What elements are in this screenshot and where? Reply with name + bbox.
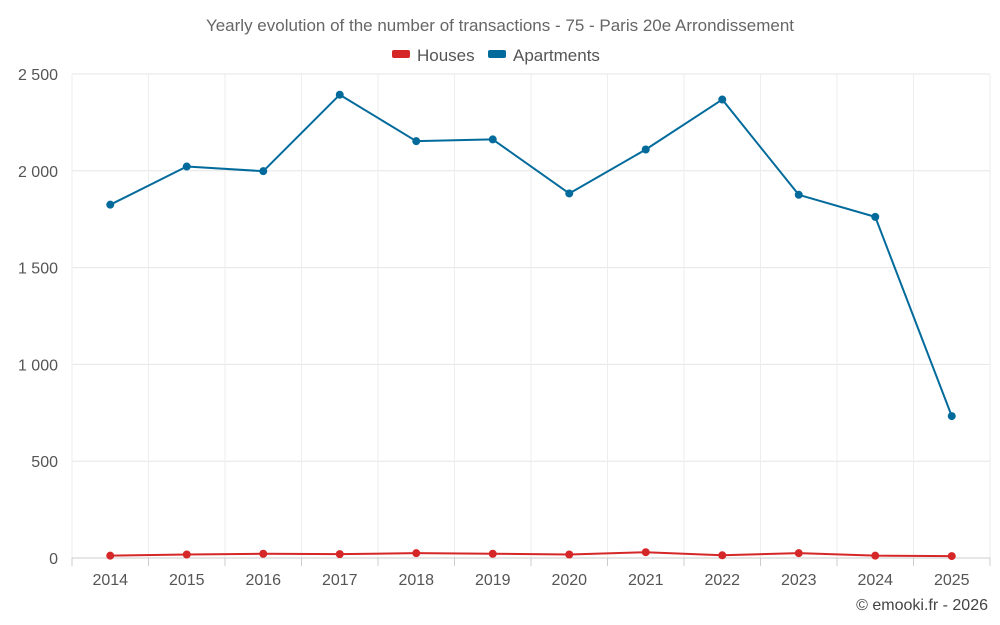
data-point-apartments	[182, 162, 191, 171]
x-tick-label: 2014	[92, 572, 128, 589]
chart-title: Yearly evolution of the number of transa…	[206, 16, 794, 35]
data-point-apartments	[794, 190, 803, 199]
x-tick-label: 2024	[857, 572, 893, 589]
data-point-houses	[565, 550, 574, 559]
x-tick-label: 2023	[781, 572, 817, 589]
data-point-houses	[412, 549, 421, 558]
data-point-apartments	[488, 135, 497, 144]
x-tick-label: 2019	[475, 572, 511, 589]
data-point-apartments	[412, 137, 421, 146]
data-point-apartments	[565, 189, 574, 198]
data-point-apartments	[259, 167, 268, 176]
data-point-houses	[641, 548, 650, 557]
y-tick-label: 0	[49, 551, 58, 568]
x-axis: 2014 2015 2016 2017 2018 2019 2020 2021 2022 2023…	[71, 557, 991, 589]
y-tick-label: 2 000	[18, 164, 58, 181]
x-tick-label: 2022	[704, 572, 740, 589]
x-tick-label: 2016	[245, 572, 281, 589]
data-point-houses	[947, 552, 956, 561]
y-tick-label: 500	[31, 454, 58, 471]
legend-swatch	[392, 50, 410, 58]
x-tick-label: 2020	[551, 572, 587, 589]
legend-label: Houses	[417, 46, 475, 65]
x-tick-label: 2017	[322, 572, 358, 589]
y-tick-label: 1 000	[18, 357, 58, 374]
data-point-apartments	[106, 200, 115, 209]
data-point-apartments	[718, 95, 727, 104]
legend: Houses Apartments	[392, 46, 600, 65]
x-tick-label: 2025	[934, 572, 970, 589]
data-point-apartments	[947, 412, 956, 421]
data-point-houses	[335, 550, 344, 559]
data-point-houses	[488, 549, 497, 558]
data-point-houses	[182, 550, 191, 559]
data-point-houses	[106, 551, 115, 560]
data-point-apartments	[641, 145, 650, 154]
data-point-houses	[871, 551, 880, 560]
series-group	[106, 90, 956, 561]
legend-item-houses[interactable]: Houses	[392, 46, 475, 65]
credit: © emooki.fr - 2026	[856, 597, 988, 614]
legend-label: Apartments	[513, 46, 600, 65]
series-line-houses	[110, 551, 952, 558]
x-tick-label: 2015	[169, 572, 205, 589]
data-point-houses	[794, 549, 803, 558]
series-line-apartments	[109, 93, 953, 417]
y-axis: 0 500 1 000 1 500 2 000 2 500	[18, 67, 58, 568]
data-point-houses	[718, 551, 727, 560]
x-tick-label: 2021	[628, 572, 664, 589]
data-point-houses	[259, 549, 268, 558]
x-tick-label: 2018	[398, 572, 434, 589]
legend-swatch	[488, 50, 506, 58]
data-point-apartments	[335, 90, 344, 99]
legend-item-apartments[interactable]: Apartments	[488, 46, 600, 65]
y-tick-label: 1 500	[18, 261, 58, 278]
data-point-apartments	[871, 212, 880, 221]
y-tick-label: 2 500	[18, 67, 58, 84]
grid	[71, 73, 991, 559]
